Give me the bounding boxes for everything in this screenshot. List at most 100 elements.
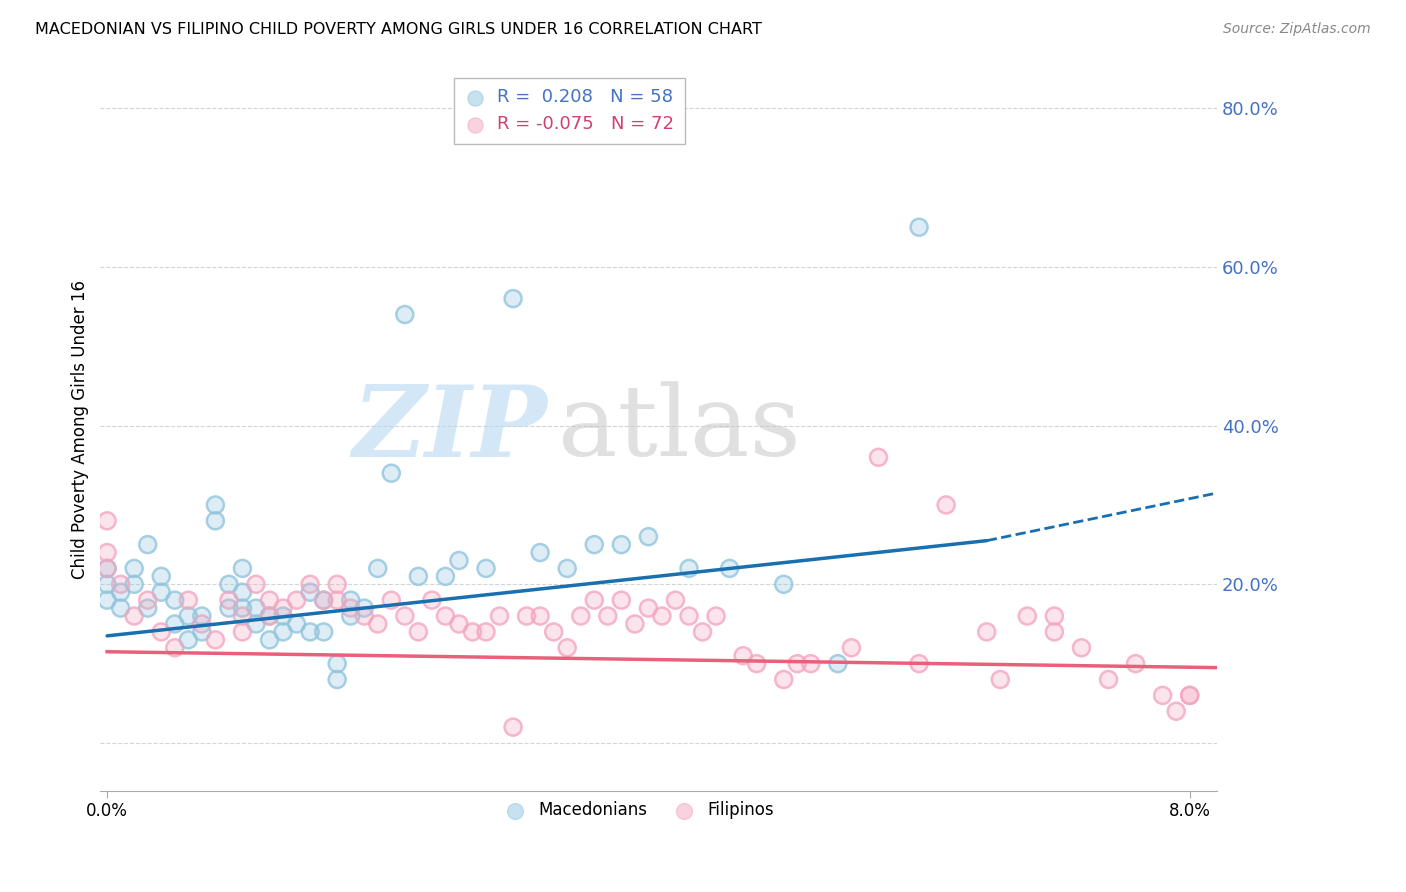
Point [772,577,794,591]
Point [447,553,470,567]
Point [380,593,402,607]
Point [163,640,186,655]
Point [868,450,890,465]
Point [1178,689,1201,703]
Point [976,624,998,639]
Point [326,673,349,687]
Point [434,609,457,624]
Point [988,673,1011,687]
Point [245,601,267,615]
Point [488,609,510,624]
Point [339,609,361,624]
Point [271,624,294,639]
Point [651,609,673,624]
Point [704,609,727,624]
Point [299,585,322,599]
Point [150,569,173,583]
Point [610,538,633,552]
Point [259,609,281,624]
Point [110,601,132,615]
Point [191,609,214,624]
Point [692,624,714,639]
Point [555,640,578,655]
Point [204,514,226,528]
Point [259,593,281,607]
Point [177,609,200,624]
Point [353,601,375,615]
Point [610,593,633,607]
Point [150,624,173,639]
Point [136,593,159,607]
Point [610,593,633,607]
Point [733,648,755,663]
Point [447,553,470,567]
Point [380,466,402,480]
Point [408,624,430,639]
Point [678,561,700,575]
Point [502,720,524,734]
Point [529,609,551,624]
Point [555,561,578,575]
Point [745,657,768,671]
Point [204,632,226,647]
Point [583,538,606,552]
Point [96,514,118,528]
Point [271,601,294,615]
Point [786,657,808,671]
Point [583,593,606,607]
Point [326,577,349,591]
Point [150,585,173,599]
Point [231,561,253,575]
Point [678,609,700,624]
Point [245,617,267,632]
Point [339,609,361,624]
Point [136,593,159,607]
Point [1043,609,1066,624]
Point [800,657,823,671]
Point [163,617,186,632]
Point [475,624,498,639]
Point [259,609,281,624]
Point [772,673,794,687]
Point [177,593,200,607]
Point [367,617,389,632]
Point [339,593,361,607]
Point [353,601,375,615]
Point [1152,689,1174,703]
Point [136,601,159,615]
Point [555,640,578,655]
Point [596,609,619,624]
Point [312,624,335,639]
Point [271,601,294,615]
Point [96,593,118,607]
Legend: Macedonians, Filipinos: Macedonians, Filipinos [492,794,780,826]
Point [136,538,159,552]
Point [177,593,200,607]
Point [299,624,322,639]
Point [718,561,741,575]
Point [502,292,524,306]
Point [218,577,240,591]
Point [651,609,673,624]
Point [367,561,389,575]
Point [475,561,498,575]
Point [827,657,849,671]
Point [285,617,308,632]
Point [704,609,727,624]
Point [408,569,430,583]
Point [299,577,322,591]
Point [475,561,498,575]
Point [841,640,863,655]
Point [408,569,430,583]
Point [285,593,308,607]
Point [569,609,592,624]
Point [96,577,118,591]
Point [1043,624,1066,639]
Point [150,624,173,639]
Point [110,577,132,591]
Point [96,593,118,607]
Point [529,545,551,559]
Point [868,450,890,465]
Point [122,609,145,624]
Point [204,514,226,528]
